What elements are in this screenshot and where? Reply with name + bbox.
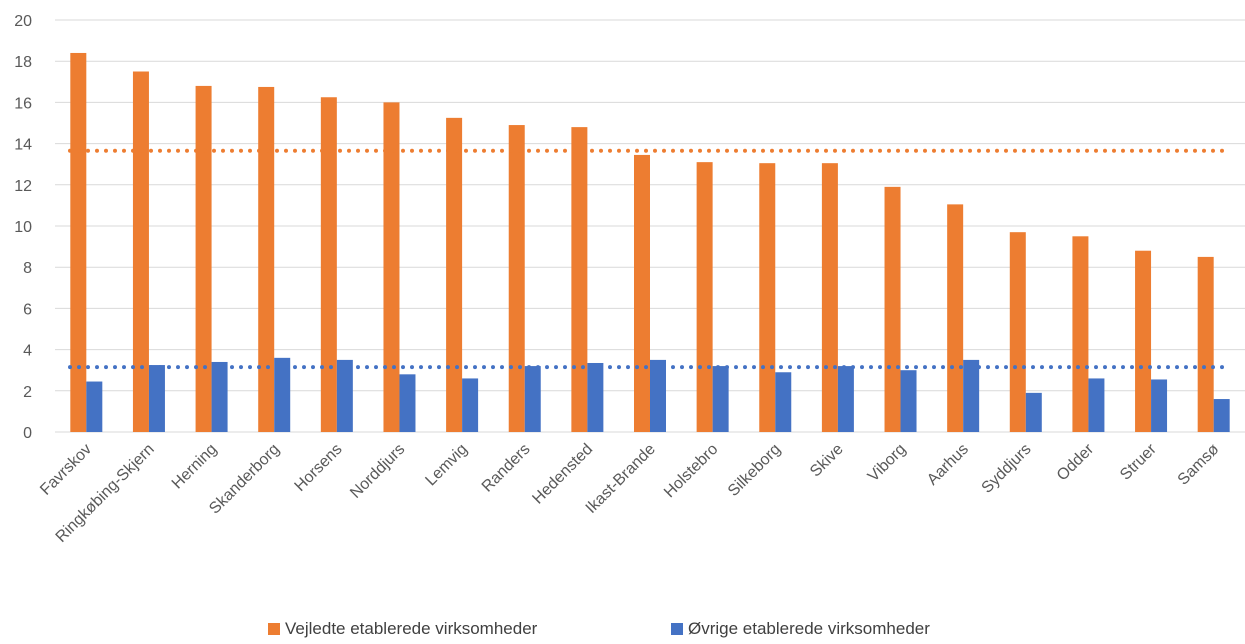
bar-ovrige	[650, 359, 666, 432]
bar-ovrige	[900, 370, 917, 432]
bar-ovrige	[712, 366, 729, 432]
bar-ovrige	[837, 366, 854, 432]
bar-ovrige	[775, 372, 792, 432]
bar-vejledte	[195, 85, 212, 433]
bar-ovrige	[1151, 379, 1168, 432]
category-label: Samsø	[1175, 441, 1223, 489]
y-tick-label: 6	[23, 301, 32, 318]
bar-vejledte	[320, 97, 337, 432]
y-tick-label: 0	[23, 425, 32, 442]
legend: Vejledte etablerede virksomheder Øvrige …	[268, 619, 930, 638]
category-label: Favrskov	[37, 441, 95, 499]
category-label: Skive	[807, 441, 847, 481]
bar-vejledte	[508, 125, 525, 432]
bar-vejledte	[884, 186, 901, 432]
legend-swatch-ovrige	[671, 623, 683, 635]
category-label: Herning	[169, 441, 221, 493]
category-label: Aarhus	[924, 441, 972, 489]
legend-label-ovrige: Øvrige etablerede virksomheder	[688, 619, 930, 638]
bar-vejledte	[821, 163, 838, 433]
bar-ovrige	[148, 365, 165, 432]
bar-ovrige	[86, 381, 103, 432]
category-label: Horsens	[292, 441, 346, 495]
y-tick-label: 16	[14, 95, 32, 112]
category-label: Lemvig	[422, 441, 470, 489]
category-label: Randers	[479, 441, 534, 496]
y-tick-label: 14	[14, 137, 32, 154]
y-tick-label: 10	[14, 219, 32, 236]
bar-vejledte	[383, 102, 400, 433]
bar-vejledte	[571, 127, 588, 433]
bar-ovrige	[587, 362, 604, 432]
bar-vejledte	[258, 86, 275, 432]
bar-ovrige	[462, 378, 479, 432]
bars	[70, 52, 1230, 433]
bar-vejledte	[634, 154, 650, 432]
legend-label-vejledte: Vejledte etablerede virksomheder	[285, 619, 538, 638]
category-label: Holstebro	[661, 441, 722, 502]
y-axis-ticks: 0 2 4 6 8 10 12 14 16 18 20	[14, 13, 32, 442]
legend-swatch-vejledte	[268, 623, 280, 635]
bar-vejledte	[1135, 250, 1152, 432]
bar-vejledte	[132, 71, 149, 432]
bar-vejledte	[70, 52, 87, 433]
bar-ovrige	[399, 374, 416, 432]
y-tick-label: 18	[14, 54, 32, 71]
y-tick-label: 2	[23, 384, 32, 401]
bar-ovrige	[963, 359, 980, 432]
category-label: Hedensted	[529, 441, 596, 508]
y-tick-label: 12	[14, 178, 32, 195]
category-label: Viborg	[865, 441, 910, 486]
category-label: Silkeborg	[725, 441, 784, 500]
y-tick-label: 20	[14, 13, 32, 30]
y-tick-label: 8	[23, 260, 32, 277]
category-label: Syddjurs	[979, 441, 1035, 497]
bar-ovrige	[1025, 392, 1042, 432]
bar-ovrige	[1088, 378, 1105, 432]
bar-vejledte	[1009, 232, 1026, 432]
bar-ovrige	[336, 359, 353, 432]
bar-ovrige	[211, 361, 228, 432]
category-label: Odder	[1054, 440, 1098, 484]
bar-vejledte	[446, 117, 463, 432]
bar-ovrige	[1213, 399, 1230, 432]
bar-vejledte	[759, 163, 776, 433]
bar-vejledte	[696, 162, 713, 432]
bar-vejledte	[1072, 236, 1089, 432]
category-label: Norddjurs	[347, 441, 408, 502]
bar-vejledte	[1197, 256, 1214, 432]
bar-ovrige	[524, 366, 541, 432]
bar-vejledte	[947, 204, 964, 432]
y-tick-label: 4	[23, 343, 32, 360]
bar-ovrige	[274, 357, 291, 432]
category-label: Struer	[1117, 440, 1160, 483]
